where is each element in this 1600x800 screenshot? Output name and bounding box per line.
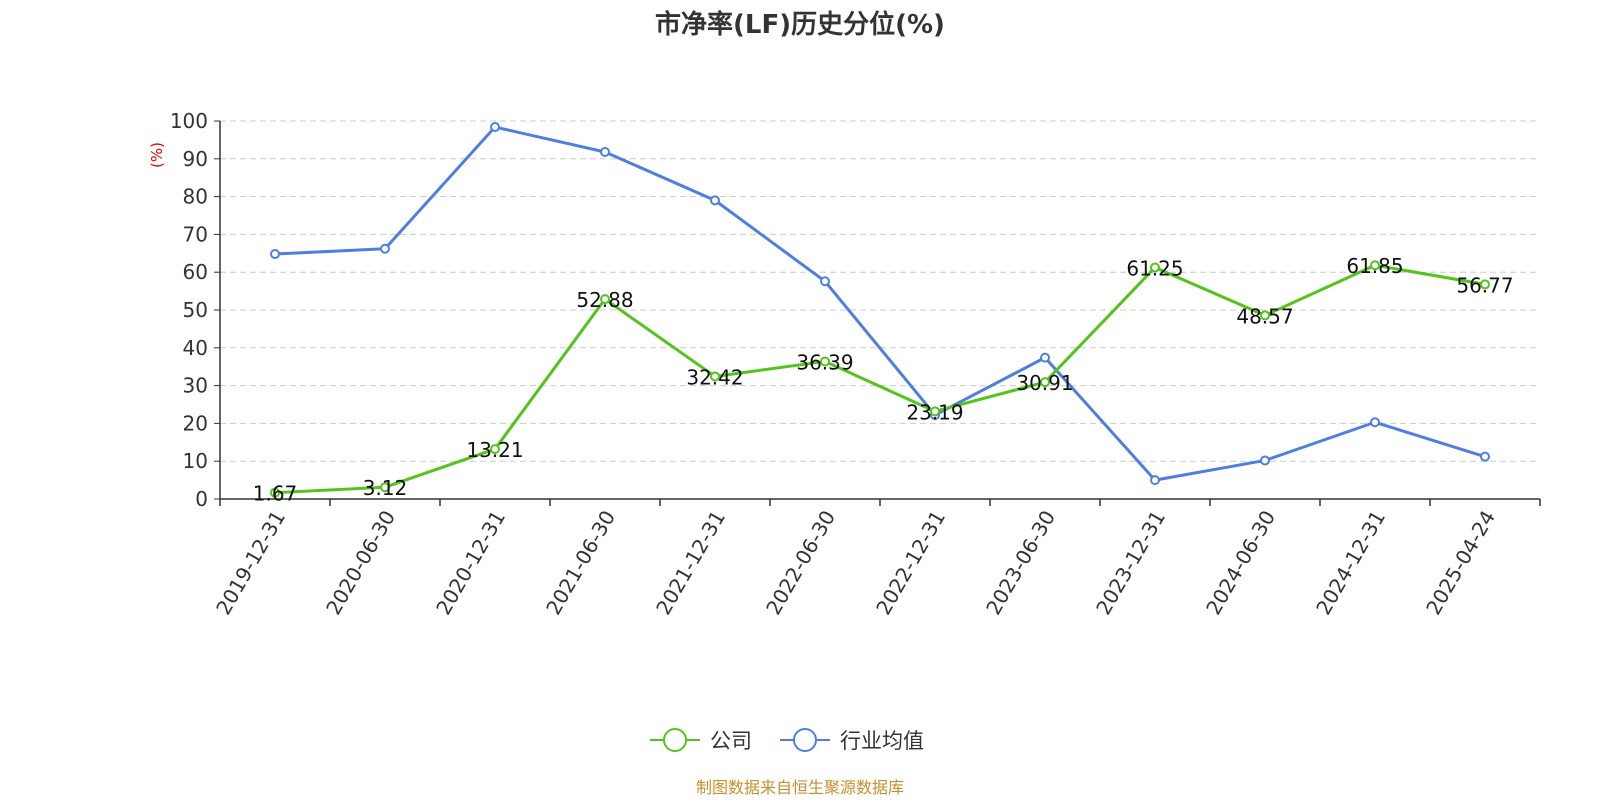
data-point xyxy=(1260,455,1270,466)
data-point xyxy=(1150,475,1160,486)
y-tick-label: 10 xyxy=(183,449,208,473)
x-tick-label: 2025-04-24 xyxy=(1421,506,1500,619)
data-label: 1.67 xyxy=(253,482,298,506)
grid-lines xyxy=(220,120,1540,462)
y-tick-label: 100 xyxy=(170,109,208,133)
data-point xyxy=(1480,451,1490,462)
chart-title: 市净率(LF)历史分位(%) xyxy=(655,9,945,40)
y-tick-label: 90 xyxy=(183,147,208,171)
data-point xyxy=(710,371,720,382)
y-tick-label: 60 xyxy=(183,260,208,284)
data-point xyxy=(270,487,280,498)
x-tick-label: 2023-12-31 xyxy=(1091,506,1170,619)
data-point xyxy=(600,146,610,157)
data-label: 36.39 xyxy=(796,350,853,374)
data-point xyxy=(1040,377,1050,388)
legend-marker xyxy=(663,728,687,752)
data-label: 3.12 xyxy=(363,476,408,500)
series-group xyxy=(270,122,1490,498)
data-point xyxy=(820,356,830,367)
data-point xyxy=(1150,262,1160,273)
x-tick-label: 2021-12-31 xyxy=(651,506,730,619)
data-label: 56.77 xyxy=(1456,273,1513,297)
data-point xyxy=(1370,260,1380,271)
legend: 公司 行业均值 xyxy=(650,728,924,753)
y-tick-label: 20 xyxy=(183,411,208,435)
series-line-0 xyxy=(274,263,1486,495)
x-tick-label: 2021-06-30 xyxy=(541,506,620,619)
data-point xyxy=(490,444,500,455)
data-label: 61.85 xyxy=(1346,254,1403,278)
y-tick-label: 30 xyxy=(183,374,208,398)
data-point xyxy=(1480,279,1490,290)
legend-item-0: 公司 xyxy=(650,728,752,753)
data-point xyxy=(270,249,280,260)
x-tick-label: 2022-12-31 xyxy=(871,506,950,619)
data-point xyxy=(1370,417,1380,428)
x-axis: 2019-12-31 2020-06-30 2020-12-31 2021-06-30… xyxy=(211,498,1541,619)
data-label: 61.25 xyxy=(1126,256,1183,280)
legend-label: 公司 xyxy=(710,729,752,753)
data-point xyxy=(490,122,500,133)
data-label: 48.57 xyxy=(1236,304,1293,328)
legend-marker xyxy=(793,728,817,752)
data-point xyxy=(600,294,610,305)
data-point xyxy=(820,276,830,287)
data-label: 30.91 xyxy=(1016,371,1073,395)
y-tick-label: 70 xyxy=(183,222,208,246)
x-tick-label: 2020-06-30 xyxy=(321,506,400,619)
data-point xyxy=(1040,352,1050,363)
data-point xyxy=(710,195,720,206)
x-tick-label: 2019-12-31 xyxy=(211,506,290,619)
legend-item-1: 行业均值 xyxy=(780,728,924,753)
data-label: 52.88 xyxy=(576,288,633,312)
x-tick-label: 2023-06-30 xyxy=(981,506,1060,619)
data-point xyxy=(1260,310,1270,321)
x-tick-label: 2022-06-30 xyxy=(761,506,840,619)
data-point xyxy=(380,243,390,254)
data-point xyxy=(380,482,390,493)
data-label: 13.21 xyxy=(466,438,523,462)
x-tick-label: 2024-06-30 xyxy=(1201,506,1280,619)
y-tick-label: 50 xyxy=(183,298,208,322)
data-labels: 1.67 3.12 13.21 52.88 32.42 36.39 23.19 30.91 61… xyxy=(253,254,1514,505)
data-label: 23.19 xyxy=(906,400,963,424)
series-line-1 xyxy=(274,125,1486,482)
y-axis: 0 10 20 30 40 50 60 70 80 90 100 xyxy=(170,109,221,511)
x-tick-label: 2024-12-31 xyxy=(1311,506,1390,619)
legend-label: 行业均值 xyxy=(840,729,924,753)
data-label: 32.42 xyxy=(686,365,743,389)
y-tick-label: 0 xyxy=(195,487,208,511)
source-note: 制图数据来自恒生聚源数据库 xyxy=(696,778,904,797)
y-axis-unit: (%) xyxy=(148,142,166,168)
data-point xyxy=(930,406,940,417)
y-tick-label: 80 xyxy=(183,185,208,209)
x-tick-label: 2020-12-31 xyxy=(431,506,510,619)
y-tick-label: 40 xyxy=(183,336,208,360)
